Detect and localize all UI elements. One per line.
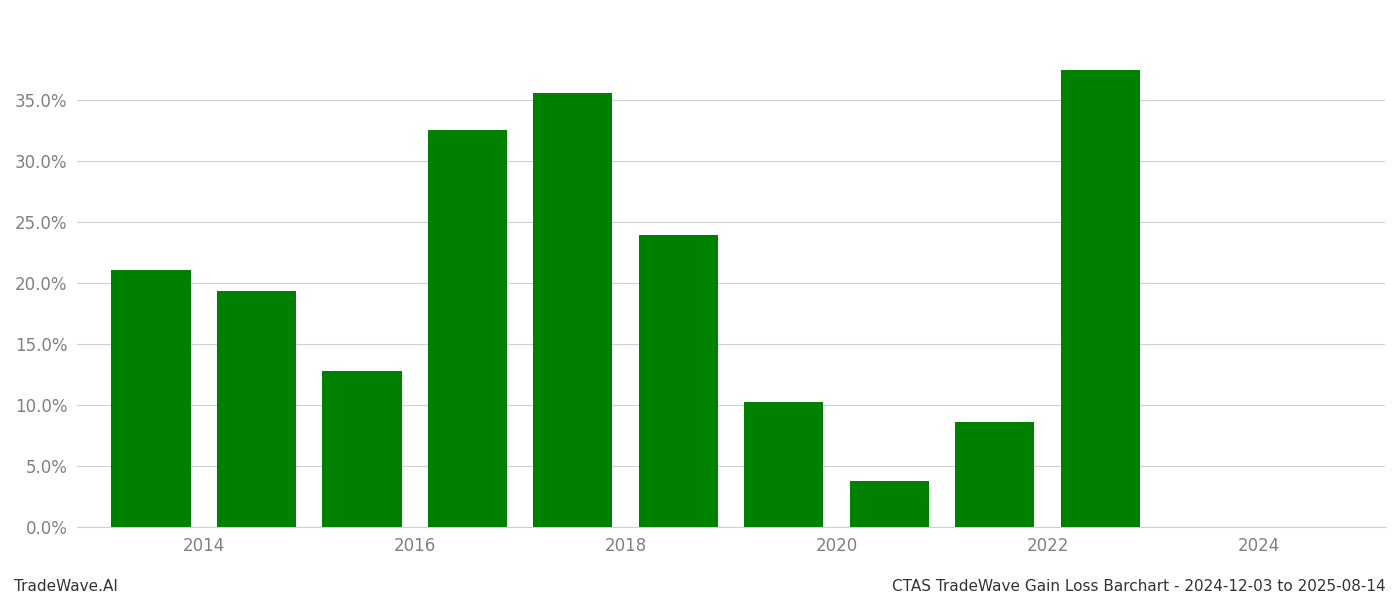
Bar	[533, 93, 612, 527]
Bar	[112, 270, 190, 527]
Bar	[217, 290, 295, 527]
Bar	[428, 130, 507, 527]
Bar	[745, 401, 823, 527]
Bar	[638, 235, 718, 527]
Bar	[322, 371, 402, 527]
Bar	[1061, 70, 1140, 527]
Text: TradeWave.AI: TradeWave.AI	[14, 579, 118, 594]
Text: CTAS TradeWave Gain Loss Barchart - 2024-12-03 to 2025-08-14: CTAS TradeWave Gain Loss Barchart - 2024…	[892, 579, 1386, 594]
Bar	[850, 481, 928, 527]
Bar	[955, 422, 1035, 527]
